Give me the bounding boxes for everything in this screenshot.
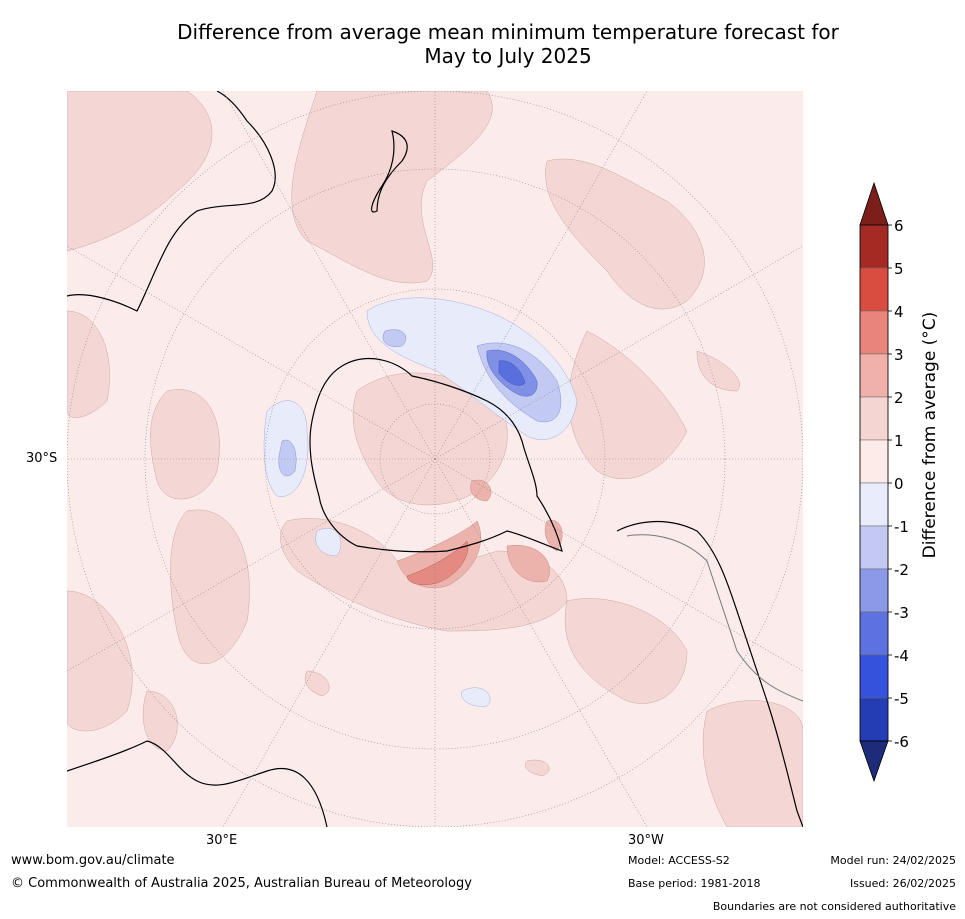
map-title-line-1: Difference from average mean minimum tem…: [177, 20, 839, 44]
colorbar-tick-label: -6: [894, 733, 909, 751]
footer-model: Model: ACCESS-S2: [628, 854, 730, 867]
colorbar-swatch: [859, 396, 889, 441]
colorbar-swatch: [859, 697, 889, 742]
colorbar-tick-label: 1: [894, 432, 904, 450]
colorbar-swatch: [859, 439, 889, 484]
colorbar-tick-label: 4: [894, 303, 904, 321]
colorbar-tick-label: 2: [894, 389, 904, 407]
graticule: [67, 91, 803, 827]
colorbar-tick-label: -2: [894, 561, 909, 579]
lat-label-30s: 30°S: [26, 451, 58, 466]
lon-label-30e: 30°E: [206, 833, 238, 848]
anomaly-minus-3-to-minus-4-regions: [498, 360, 526, 386]
footer-disclaimer: Boundaries are not considered authoritat…: [712, 900, 956, 913]
australia-coastline: [67, 91, 276, 312]
footer-copyright: © Commonwealth of Australia 2025, Austra…: [11, 876, 472, 891]
colorbar-tick-label: 0: [894, 475, 904, 493]
colorbar-swatch: [859, 267, 889, 312]
colorbar: 6 5 4 3 2 1 0 -1 -2 -3 -4 -5 -6 Difference from aver…: [859, 181, 940, 783]
colorbar-swatch: [859, 654, 889, 699]
colorbar-tick-label: 3: [894, 346, 904, 364]
footer-base-period: Base period: 1981-2018: [628, 877, 761, 890]
footer-issued: Issued: 26/02/2025: [849, 877, 956, 890]
footer-url[interactable]: www.bom.gov.au/climate: [11, 853, 175, 868]
colorbar-swatch: [859, 611, 889, 656]
antarctica-coastline: [309, 358, 563, 553]
colorbar-extend-min: [859, 740, 889, 783]
footer-model-run: Model run: 24/02/2025: [830, 854, 956, 867]
colorbar-tick-label: -5: [894, 690, 909, 708]
colorbar-label: Difference from average (°C): [920, 312, 940, 559]
colorbar-tick-label: -4: [894, 647, 909, 665]
lon-label-30w: 30°W: [628, 833, 664, 848]
colorbar-tick-label: 6: [894, 217, 904, 235]
colorbar-swatch: [859, 224, 889, 269]
anomaly-2-to-3-regions: [406, 540, 469, 585]
map-title: Difference from average mean minimum tem…: [60, 20, 956, 68]
colorbar-tick-label: 5: [894, 260, 904, 278]
colorbar-swatch: [859, 310, 889, 355]
colorbar-extend-max: [859, 181, 889, 226]
colorbar-swatch: [859, 482, 889, 527]
south-america-coastline: [616, 521, 803, 827]
map-title-line-2: May to July 2025: [424, 44, 592, 68]
new-zealand-coastline: [370, 130, 408, 213]
south-america-border: [626, 534, 803, 702]
colorbar-swatch: [859, 353, 889, 398]
polar-map: [67, 91, 803, 827]
colorbar-swatch: [859, 525, 889, 570]
anomaly-0-to-1-regions: [67, 91, 803, 827]
colorbar-swatches: [859, 181, 889, 783]
colorbar-swatch: [859, 568, 889, 613]
colorbar-tick-label: -1: [894, 518, 909, 536]
colorbar-tick-label: -3: [894, 604, 909, 622]
southern-africa-coastline: [67, 740, 328, 827]
anomaly-1-to-2-regions: [396, 479, 563, 588]
colorbar-ticks: 6 5 4 3 2 1 0 -1 -2 -3 -4 -5 -6: [888, 217, 909, 751]
